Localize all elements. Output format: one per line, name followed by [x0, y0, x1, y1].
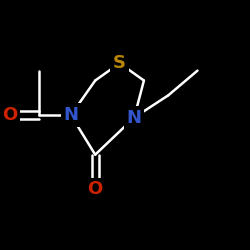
- Text: S: S: [113, 54, 126, 72]
- Text: N: N: [64, 106, 78, 124]
- Text: O: O: [88, 180, 103, 198]
- Text: O: O: [2, 106, 18, 124]
- Text: N: N: [127, 108, 142, 126]
